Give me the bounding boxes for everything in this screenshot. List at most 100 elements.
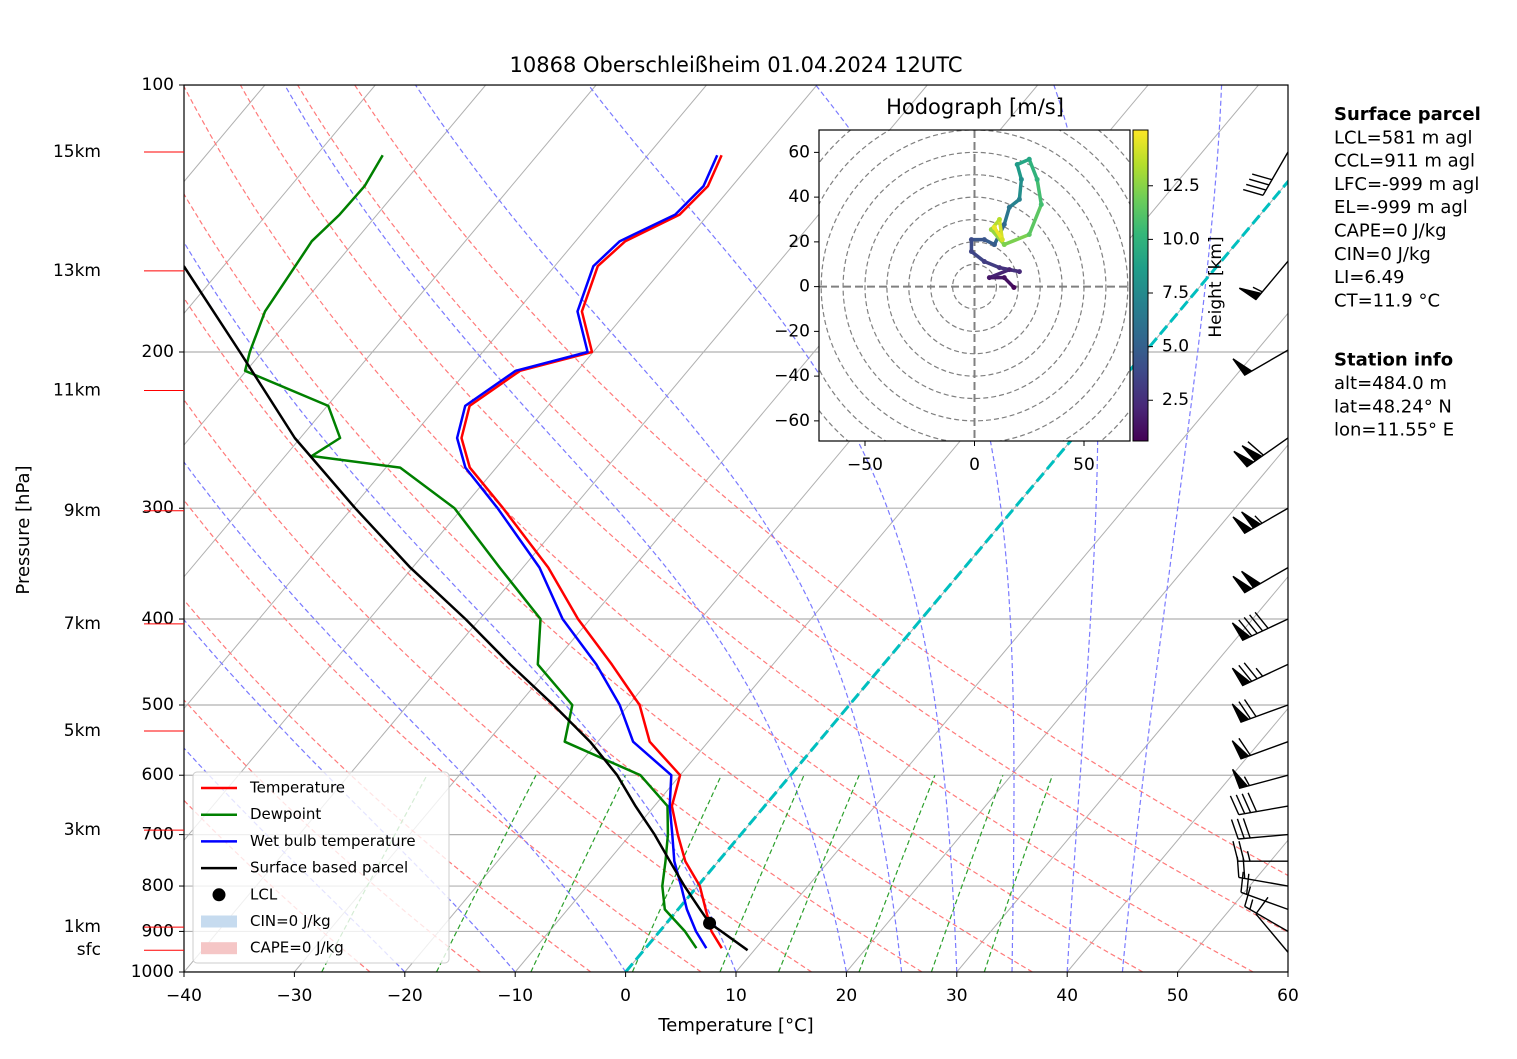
colorbar-tick-label: 2.5 — [1162, 390, 1189, 410]
legend-swatch — [201, 915, 237, 928]
mixing-ratio-line — [777, 774, 860, 972]
hodograph-segment — [1002, 205, 1012, 227]
panel-line: LI=6.49 — [1334, 267, 1405, 288]
mixing-ratio-line — [435, 774, 537, 972]
altitude-label: 9km — [64, 501, 101, 521]
dry-adiabat — [184, 85, 1144, 972]
hodograph-point — [991, 225, 997, 231]
mixing-ratio-line — [530, 774, 626, 972]
legend: Temperature Dewpoint Wet bulb temperature S… — [192, 771, 450, 964]
isotherm — [184, 85, 597, 578]
altitude-label: 11km — [53, 380, 101, 400]
panel-line: CCL=911 m agl — [1334, 151, 1475, 172]
freezing-isotherm — [624, 179, 1288, 972]
wind-barb — [1236, 856, 1289, 887]
moist-adiabat — [184, 461, 627, 972]
panel-line: EL=-999 m agl — [1334, 197, 1468, 218]
y-tick-label: 1000 — [131, 962, 174, 982]
wind-barbs — [1229, 151, 1289, 953]
wind-barb — [1240, 871, 1289, 911]
y-tick-label: 200 — [142, 342, 174, 362]
moist-adiabat — [284, 85, 847, 972]
hodograph-point — [1038, 202, 1044, 208]
profile-line — [455, 154, 719, 949]
colorbar-tick-label: 10.0 — [1162, 229, 1200, 249]
x-tick-label: 60 — [1277, 986, 1299, 1006]
panel-line: CIN=0 J/kg — [1334, 244, 1431, 265]
x-tick-label: 0 — [620, 986, 631, 1006]
isotherm — [735, 312, 1288, 972]
hodograph-point — [968, 248, 974, 254]
wind-barb — [1243, 151, 1289, 196]
moist-adiabat — [415, 85, 903, 972]
moist-adiabat — [184, 618, 516, 972]
panel-line: LCL=581 m agl — [1334, 127, 1473, 148]
panel-title: Surface parcel — [1334, 104, 1481, 125]
hodograph-segment — [982, 259, 1002, 270]
hodograph-point — [981, 237, 987, 243]
hodograph-segment — [1017, 177, 1024, 202]
hodograph-y-tick-label: 0 — [799, 277, 810, 297]
wind-barb — [1244, 886, 1289, 933]
x-tick-label: 20 — [836, 986, 858, 1006]
legend-label: Dewpoint — [250, 805, 321, 823]
dry-adiabat — [354, 85, 1288, 877]
altitude-label: 13km — [53, 261, 101, 281]
isotherm — [184, 85, 707, 710]
hodograph-point — [1006, 204, 1012, 210]
hodograph-point — [968, 237, 974, 243]
panel-line: lon=11.55° E — [1334, 420, 1454, 441]
panel-line: alt=484.0 m — [1334, 373, 1447, 394]
x-tick-label: 30 — [946, 986, 968, 1006]
wind-barb — [1231, 699, 1289, 723]
altitude-label: 1km — [64, 917, 101, 937]
profile-line — [243, 154, 698, 949]
x-tick-label: −10 — [497, 986, 533, 1006]
moist-adiabat — [1121, 85, 1223, 972]
colorbar — [1132, 129, 1149, 442]
wind-barb — [1238, 260, 1289, 301]
hodograph-point — [1026, 231, 1032, 237]
dry-adiabat — [239, 85, 1254, 972]
hodograph-y-tick-label: −40 — [774, 366, 810, 386]
hodograph-point — [1018, 176, 1024, 182]
legend-swatch — [201, 942, 237, 955]
hodograph-segment — [987, 267, 1012, 280]
altitude-label: 3km — [64, 820, 101, 840]
panel-title: Station info — [1334, 350, 1453, 371]
wind-barb — [1229, 792, 1289, 816]
hodograph-point — [996, 216, 1002, 222]
hodograph-point — [1001, 242, 1007, 248]
y-tick-label: 700 — [142, 825, 174, 845]
panel-line: LFC=-999 m agl — [1334, 174, 1479, 195]
hodograph-point — [991, 242, 997, 248]
y-axis-label: Pressure [hPa] — [13, 465, 34, 594]
hodograph-segment — [1015, 162, 1024, 182]
legend-label: CIN=0 J/kg — [250, 912, 331, 930]
lcl-marker — [703, 916, 717, 930]
legend-label: Wet bulb temperature — [250, 832, 416, 850]
wind-barb — [1231, 768, 1289, 790]
hodograph-y-tick-label: −20 — [774, 321, 810, 341]
hodograph-point — [981, 259, 987, 265]
isotherm — [846, 444, 1288, 972]
colorbar-label: Height [km] — [1206, 236, 1226, 337]
wind-barb — [1231, 611, 1289, 642]
x-tick-label: 50 — [1167, 986, 1189, 1006]
wind-barb — [1231, 737, 1289, 760]
hodograph-point — [1034, 176, 1040, 182]
dry-adiabat — [184, 398, 812, 972]
hodograph-segment — [1027, 202, 1044, 237]
altitude-label: 15km — [53, 142, 101, 162]
altitude-label: 5km — [64, 721, 101, 741]
wind-barb — [1233, 437, 1289, 468]
wind-barb — [1232, 566, 1289, 594]
colorbar-tick-label: 7.5 — [1162, 283, 1189, 303]
wind-barb — [1232, 507, 1289, 535]
x-tick-label: −20 — [387, 986, 423, 1006]
moist-adiabat — [184, 241, 737, 972]
legend-label: Surface based parcel — [250, 859, 408, 877]
legend-label: CAPE=0 J/kg — [250, 939, 344, 957]
